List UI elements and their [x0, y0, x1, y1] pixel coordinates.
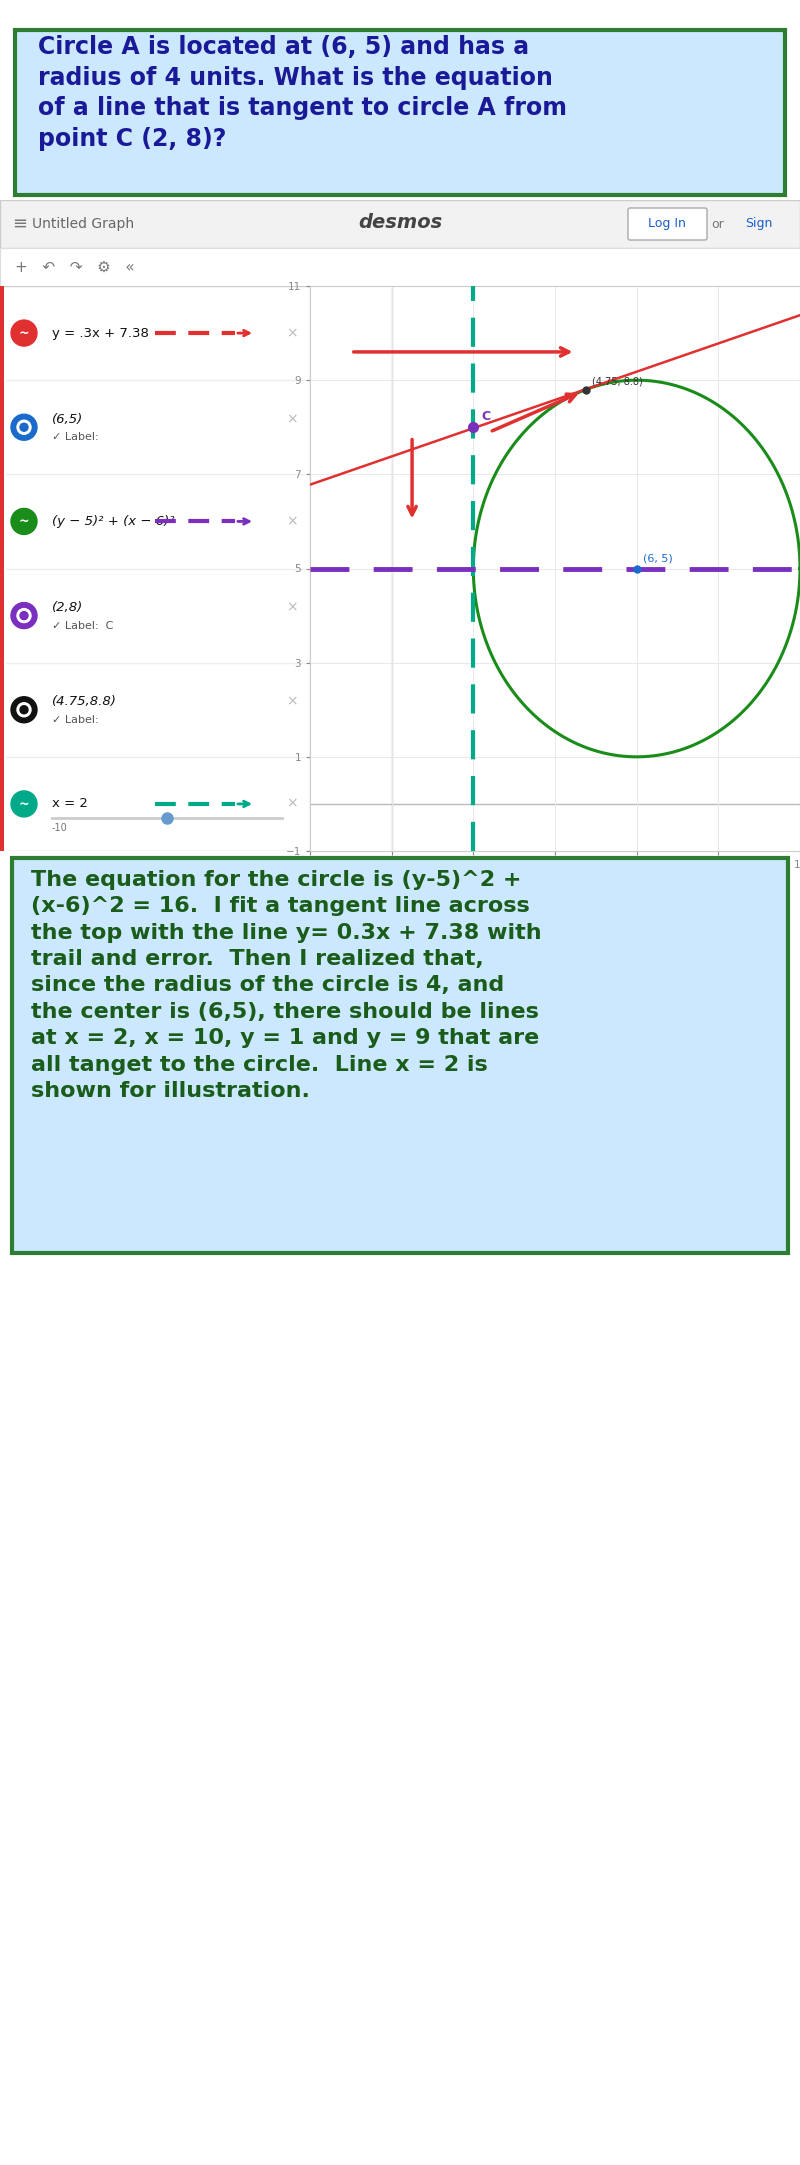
Text: (4.75,8.8): (4.75,8.8) [52, 695, 117, 708]
Circle shape [11, 697, 37, 723]
Circle shape [11, 320, 37, 346]
Text: or: or [712, 216, 724, 229]
Text: Sign: Sign [745, 216, 772, 229]
Text: C: C [482, 409, 490, 422]
Text: (6,5): (6,5) [52, 414, 83, 427]
Bar [0, 286, 4, 851]
Text: ~: ~ [18, 515, 30, 528]
Text: y = .3x + 7.38: y = .3x + 7.38 [52, 327, 149, 340]
Circle shape [17, 420, 31, 435]
Text: ~: ~ [18, 797, 30, 810]
Text: (4.75, 8.8): (4.75, 8.8) [592, 377, 642, 388]
Circle shape [17, 704, 31, 717]
Circle shape [20, 611, 28, 619]
Text: ×: × [286, 327, 298, 340]
Text: ×: × [286, 600, 298, 615]
Text: desmos: desmos [358, 212, 442, 232]
Circle shape [11, 602, 37, 628]
Text: -10: -10 [52, 823, 68, 834]
FancyBboxPatch shape [628, 208, 707, 240]
Circle shape [20, 706, 28, 714]
FancyBboxPatch shape [12, 857, 788, 1254]
Text: Circle A is located at (6, 5) and has a
radius of 4 units. What is the equation
: Circle A is located at (6, 5) and has a … [38, 35, 567, 152]
Text: (2,8): (2,8) [52, 602, 83, 615]
Text: The equation for the circle is (y-5)^2 +
(x-6)^2 = 16.  I fit a tangent line acr: The equation for the circle is (y-5)^2 +… [31, 870, 542, 1102]
Circle shape [20, 422, 28, 431]
Text: ×: × [286, 797, 298, 812]
Text: (y − 5)² + (x − 6)²: (y − 5)² + (x − 6)² [52, 515, 174, 528]
Circle shape [11, 509, 37, 535]
Text: ~: ~ [18, 327, 30, 340]
Text: +   ↶   ↷   ⚙   «: + ↶ ↷ ⚙ « [15, 260, 134, 275]
Circle shape [11, 414, 37, 439]
Circle shape [17, 608, 31, 624]
Text: ×: × [286, 411, 298, 427]
Text: ✓ Label:: ✓ Label: [52, 714, 98, 725]
Circle shape [11, 790, 37, 816]
Text: ×: × [286, 515, 298, 528]
Text: ≡: ≡ [12, 214, 27, 234]
Text: ✓ Label:: ✓ Label: [52, 433, 98, 442]
Text: ×: × [286, 695, 298, 708]
Text: ✓ Label:  C: ✓ Label: C [52, 621, 114, 630]
Text: (6, 5): (6, 5) [642, 554, 673, 563]
FancyBboxPatch shape [15, 30, 785, 195]
Text: x = 2: x = 2 [52, 797, 88, 810]
Text: Untitled Graph: Untitled Graph [32, 216, 134, 232]
Text: Log In: Log In [648, 216, 686, 229]
